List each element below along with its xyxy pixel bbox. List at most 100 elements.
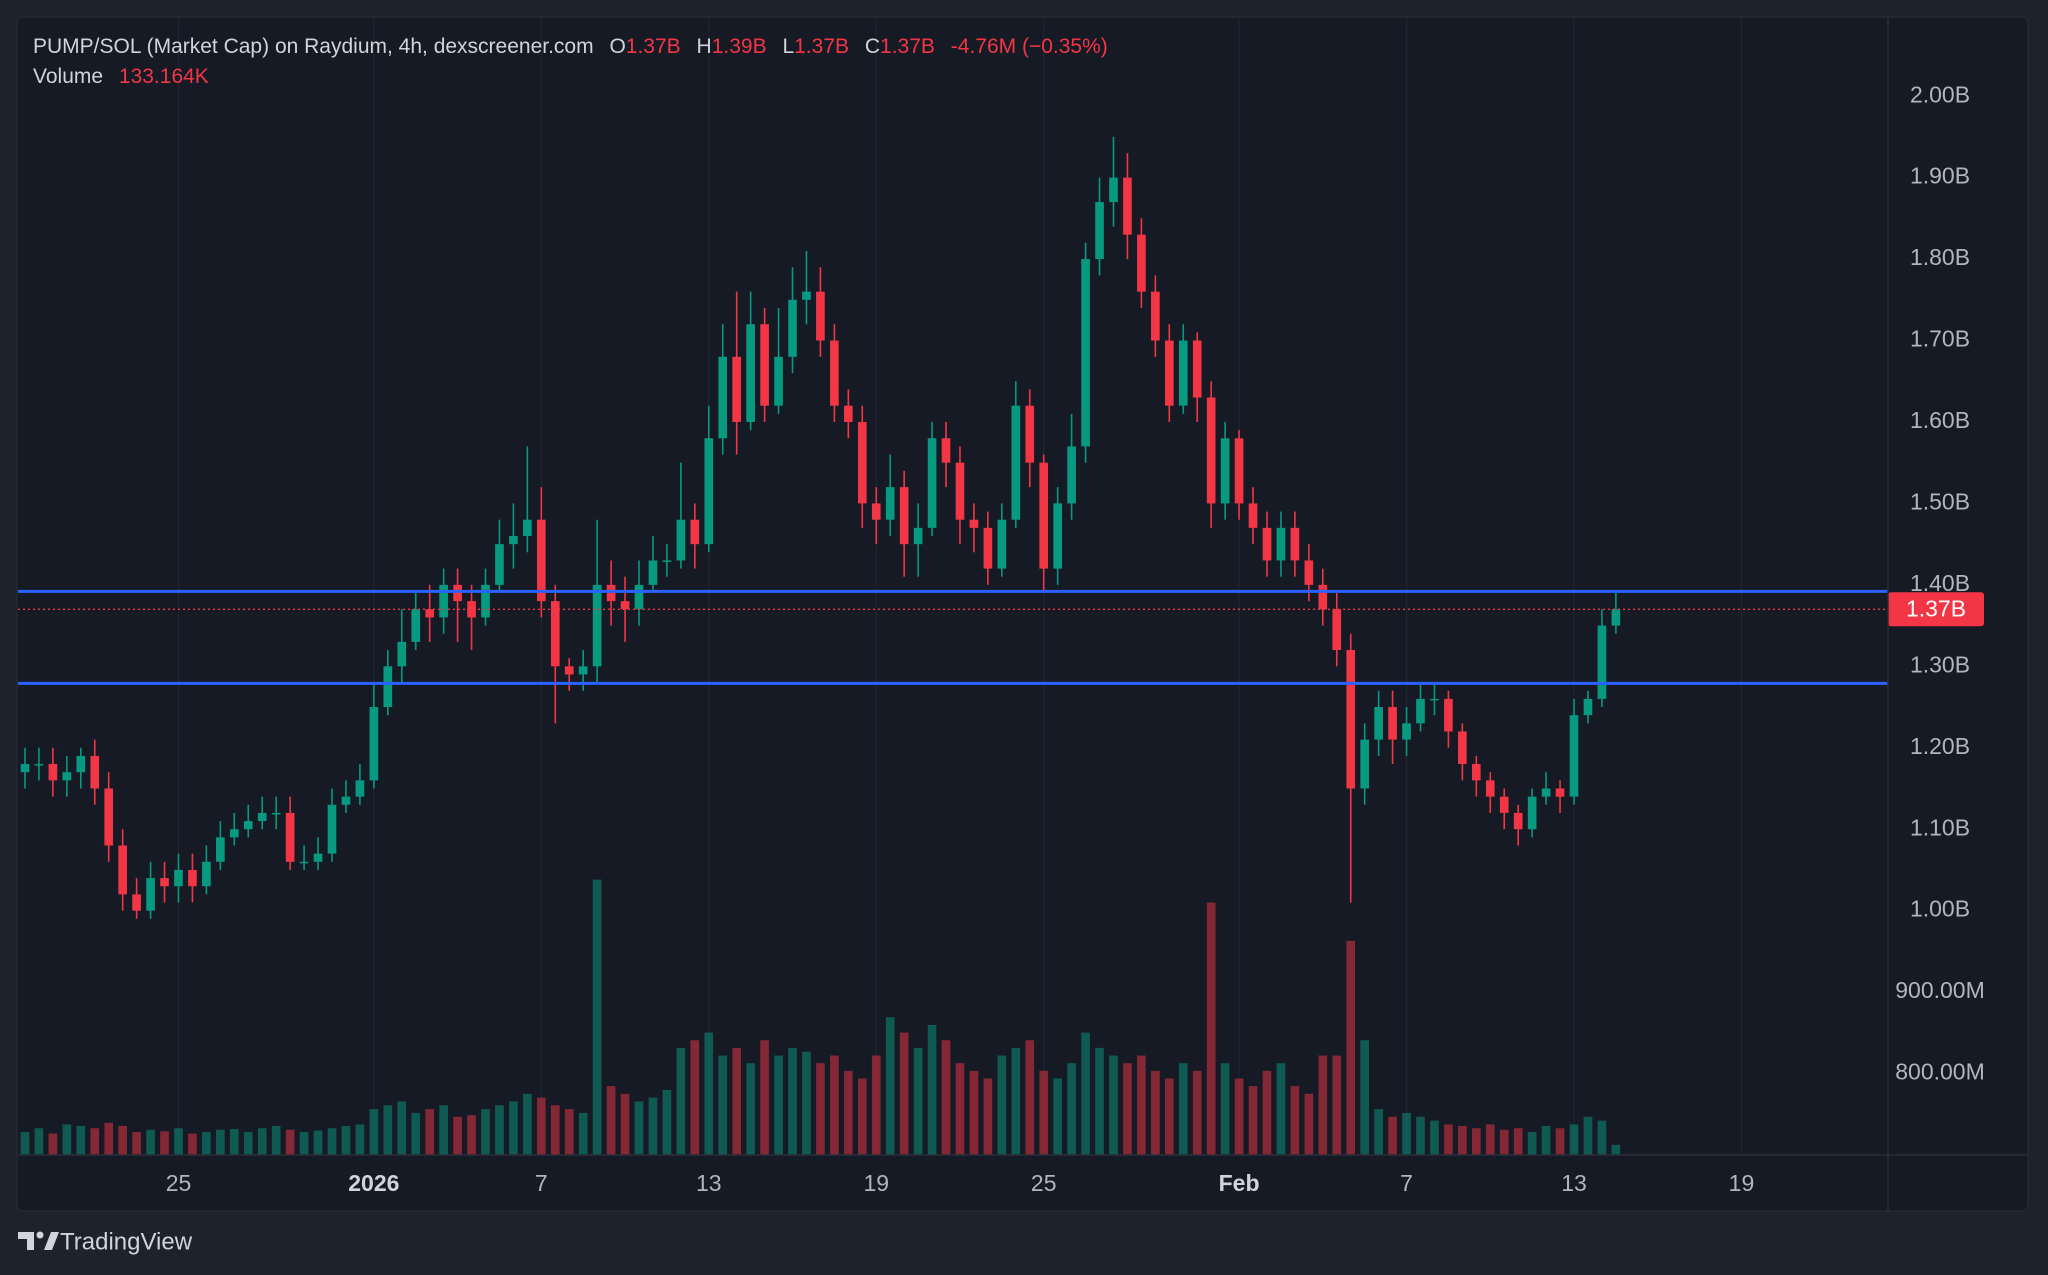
volume-bar	[1527, 1132, 1537, 1155]
volume-bar	[1025, 1040, 1035, 1155]
volume-label: Volume	[33, 65, 104, 88]
volume-bar	[174, 1128, 183, 1155]
volume-bar	[1555, 1128, 1565, 1155]
volume-bar	[1081, 1032, 1090, 1155]
candle-body	[1262, 527, 1272, 561]
candle-body	[1416, 698, 1425, 724]
candle-body	[1527, 796, 1537, 830]
x-tick-label: 13	[1561, 1170, 1587, 1196]
x-tick-label: 25	[166, 1170, 192, 1196]
brand-logo: TradingView	[18, 1228, 193, 1255]
volume-bar	[1109, 1055, 1118, 1155]
volume-bar	[383, 1105, 393, 1155]
legend-row: PUMP/SOL (Market Cap) on Raydium, 4h, de…	[33, 32, 1108, 62]
candle-body	[1458, 731, 1467, 765]
volume-bar	[732, 1047, 742, 1155]
candle-body	[1541, 788, 1551, 797]
volume-bar	[941, 1040, 951, 1155]
y-tick-label: 1.00B	[1910, 896, 1970, 922]
logo-mark	[44, 1232, 59, 1250]
volume-bar	[425, 1109, 435, 1155]
volume-bar	[285, 1129, 295, 1155]
volume-bar	[1597, 1120, 1607, 1155]
y-tick-label: 2.00B	[1910, 81, 1970, 107]
x-tick-label: 19	[1729, 1170, 1755, 1196]
candle-body	[564, 666, 574, 675]
volume-bar	[188, 1133, 197, 1155]
volume-bar	[1220, 1063, 1230, 1155]
volume-bar	[271, 1125, 281, 1155]
volume-bar	[1499, 1129, 1509, 1155]
candle-body	[202, 861, 211, 887]
candle-body	[592, 584, 602, 667]
logo-mark	[18, 1232, 34, 1250]
volume-bar	[495, 1105, 504, 1155]
candle-body	[132, 894, 141, 911]
y-tick-label: 900.00M	[1895, 977, 1985, 1003]
volume-bar	[1318, 1055, 1328, 1155]
y-tick-label: 800.00M	[1895, 1059, 1985, 1085]
volume-bar	[62, 1124, 72, 1155]
candle-body	[997, 519, 1007, 569]
volume-bar	[1095, 1047, 1104, 1155]
volume-bar	[536, 1097, 546, 1155]
y-tick-label: 1.90B	[1910, 163, 1970, 189]
candle-body	[118, 845, 127, 895]
ohlc-key: C	[864, 35, 881, 58]
volume-bar	[1053, 1078, 1062, 1155]
volume-bar	[857, 1078, 867, 1155]
candle-body	[802, 291, 811, 300]
volume-bar	[243, 1132, 253, 1155]
volume-bar	[718, 1055, 728, 1155]
volume-bar	[216, 1129, 225, 1155]
volume-bar	[983, 1078, 993, 1155]
volume-bar	[1039, 1070, 1049, 1155]
x-tick-label: 13	[696, 1170, 722, 1196]
candle-body	[174, 869, 183, 887]
x-tick-label: Feb	[1219, 1170, 1260, 1196]
volume-bar	[1485, 1124, 1495, 1155]
volume-bar	[662, 1089, 672, 1155]
candle-body	[299, 861, 309, 864]
volume-bar	[634, 1101, 644, 1155]
y-tick-label: 1.10B	[1910, 814, 1970, 840]
volume-bar	[927, 1024, 937, 1155]
candle-body	[788, 299, 797, 357]
volume-bar	[1360, 1040, 1370, 1155]
y-tick-label: 1.60B	[1910, 407, 1970, 433]
volume-bar	[509, 1101, 518, 1155]
volume-bar	[648, 1097, 658, 1155]
volume-value: 133.164K	[118, 65, 209, 88]
volume-layer	[20, 879, 1621, 1155]
candle-body	[1067, 446, 1076, 504]
candle-body	[899, 487, 909, 545]
volume-bar	[299, 1132, 309, 1155]
candle-body	[495, 544, 504, 585]
candle-body	[104, 788, 114, 846]
candle-body	[662, 560, 672, 562]
candle-body	[746, 324, 755, 422]
volume-bar	[885, 1017, 895, 1155]
candle-body	[550, 601, 560, 667]
candle-body	[1178, 340, 1188, 406]
volume-bar	[1583, 1116, 1593, 1155]
candle-body	[411, 609, 421, 642]
volume-bar	[1471, 1128, 1481, 1155]
candle-body	[1109, 177, 1118, 203]
candle-body	[1569, 715, 1579, 797]
volume-bar	[341, 1125, 351, 1155]
volume-bar	[1444, 1124, 1453, 1155]
y-tick-label: 1.20B	[1910, 733, 1970, 759]
volume-bar	[564, 1109, 574, 1155]
candle-body	[1095, 202, 1104, 260]
volume-bar	[592, 879, 602, 1155]
ohlc-value: 1.37B	[625, 35, 681, 58]
candle-body	[1276, 527, 1286, 561]
ohlc-value: 1.37B	[794, 35, 850, 58]
overlay-layer: 1.37B	[18, 589, 1984, 685]
candle-body	[20, 764, 30, 773]
candle-body	[760, 324, 769, 406]
ohlc-key: H	[696, 35, 712, 58]
candle-body	[1164, 340, 1174, 406]
candle-body	[34, 764, 44, 766]
